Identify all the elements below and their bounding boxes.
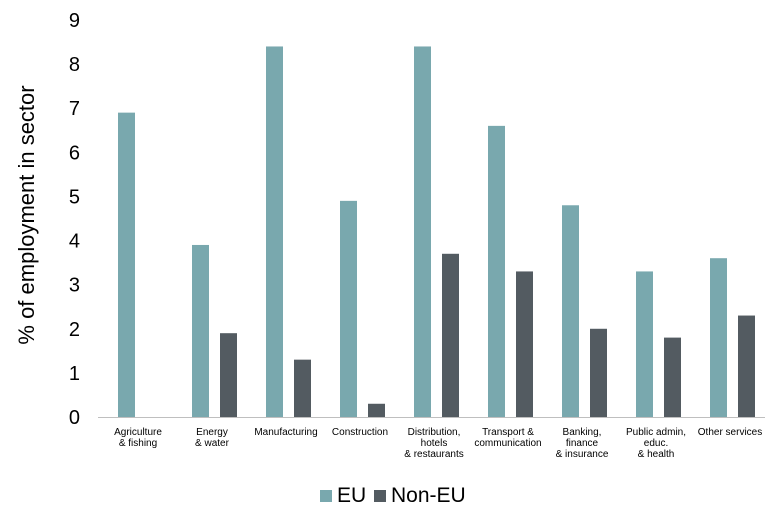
bar-eu [266, 46, 283, 417]
bar-eu [562, 205, 579, 417]
legend-label: Non-EU [391, 484, 466, 507]
bar-eu [636, 271, 653, 417]
y-tick-label: 8 [69, 54, 80, 76]
x-tick-label-line: & insurance [556, 449, 609, 460]
x-tick-label: Distribution, hotels & restaurants [404, 427, 463, 460]
x-tick-label-line: & restaurants [404, 449, 463, 460]
bar-non-eu [294, 359, 311, 417]
x-tick-label: Other services [698, 427, 762, 438]
x-tick-label-line: finance [566, 438, 599, 449]
bar-non-eu [516, 271, 533, 417]
x-tick-label-line: Banking, [563, 427, 602, 438]
x-tick-label: Public admin, educ. & health [626, 427, 686, 460]
y-tick-label: 3 [69, 275, 80, 297]
bar-eu [192, 244, 209, 417]
bar-eu [340, 200, 357, 417]
x-tick-label: Construction [332, 427, 388, 438]
bar-non-eu [442, 253, 459, 417]
y-tick-label: 1 [69, 363, 80, 385]
x-tick-label: Agriculture & fishing [114, 427, 162, 449]
x-tick-label-line: & fishing [119, 438, 157, 449]
legend-swatch [320, 490, 332, 502]
bar-eu [414, 46, 431, 417]
y-tick-label: 6 [69, 142, 80, 164]
bar-non-eu [590, 328, 607, 417]
x-tick-label-line: communication [474, 438, 541, 449]
x-tick-label-line: hotels [421, 438, 448, 449]
bar-eu [118, 112, 135, 417]
bar-non-eu [368, 403, 385, 417]
x-tick-label-line: Manufacturing [254, 427, 317, 438]
x-tick-label-line: Energy [196, 427, 228, 438]
legend: EU Non-EU [320, 484, 466, 507]
x-tick-label-line: & water [195, 438, 230, 449]
x-tick-label-line: Construction [332, 427, 388, 438]
x-tick-label-line: Distribution, [408, 427, 461, 438]
y-tick-label: 0 [69, 407, 80, 429]
y-axis-label: % of employment in sector [14, 85, 39, 344]
x-tick-label-line: Agriculture [114, 427, 162, 438]
bars [118, 46, 755, 417]
x-tick-label: Banking, finance & insurance [556, 427, 609, 460]
bar-eu [488, 125, 505, 417]
y-tick-label: 4 [69, 231, 80, 253]
y-tick-label: 5 [69, 186, 80, 208]
x-tick-label: Manufacturing [254, 427, 317, 438]
x-ticks: Agriculture & fishing Energy & water Manufac… [114, 427, 762, 460]
y-tick-label: 7 [69, 98, 80, 120]
x-tick-label: Energy & water [195, 427, 230, 449]
bar-non-eu [664, 337, 681, 417]
legend-swatch [374, 490, 386, 502]
x-tick-label-line: educ. [644, 438, 668, 449]
y-ticks: 0 1 2 3 4 5 6 7 8 9 [69, 10, 80, 429]
bar-non-eu [738, 315, 755, 417]
legend-label: EU [337, 484, 366, 507]
bar-non-eu [220, 333, 237, 417]
x-tick-label: Transport & communication [474, 427, 541, 449]
y-tick-label: 2 [69, 319, 80, 341]
bar-eu [710, 258, 727, 417]
x-tick-label-line: Transport & [482, 427, 534, 438]
x-tick-label-line: Other services [698, 427, 762, 438]
x-tick-label-line: Public admin, [626, 427, 686, 438]
x-tick-label-line: & health [638, 449, 675, 460]
y-tick-label: 9 [69, 10, 80, 32]
